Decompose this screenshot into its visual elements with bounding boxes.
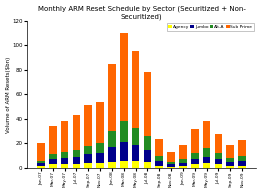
Bar [108, 64, 116, 131]
Bar [37, 166, 45, 168]
Bar [191, 129, 199, 153]
Bar [49, 126, 57, 154]
Bar [203, 121, 210, 148]
Bar [144, 72, 151, 136]
Bar [203, 148, 210, 157]
Bar [179, 166, 187, 168]
Bar [238, 140, 246, 156]
Bar [167, 164, 175, 167]
Bar [108, 131, 116, 147]
Bar [49, 164, 57, 168]
Bar [108, 162, 116, 168]
Bar [238, 161, 246, 166]
Bar [226, 158, 234, 162]
Bar [167, 167, 175, 168]
Bar [179, 163, 187, 166]
Bar [73, 150, 80, 157]
Bar [96, 163, 104, 168]
Bar [120, 161, 128, 168]
Bar [144, 162, 151, 168]
Bar [191, 159, 199, 164]
Bar [37, 161, 45, 163]
Bar [167, 162, 175, 164]
Bar [37, 163, 45, 166]
Bar [155, 161, 163, 166]
Bar [84, 163, 92, 168]
Bar [84, 105, 92, 146]
Bar [191, 164, 199, 168]
Bar [120, 33, 128, 121]
Bar [215, 164, 222, 168]
Bar [73, 164, 80, 168]
Bar [84, 154, 92, 163]
Bar [215, 159, 222, 164]
Bar [61, 121, 68, 152]
Bar [132, 145, 139, 161]
Bar [144, 136, 151, 150]
Bar [61, 158, 68, 164]
Bar [215, 153, 222, 159]
Bar [238, 156, 246, 161]
Bar [226, 166, 234, 168]
Bar [84, 146, 92, 154]
Bar [49, 159, 57, 164]
Bar [73, 115, 80, 150]
Bar [203, 163, 210, 168]
Bar [155, 139, 163, 156]
Bar [96, 143, 104, 153]
Bar [203, 157, 210, 163]
Bar [132, 128, 139, 145]
Title: Monthly ARM Reset Schedule by Sector (Securitized + Non-
Securitized): Monthly ARM Reset Schedule by Sector (Se… [37, 6, 245, 19]
Bar [120, 121, 128, 142]
Bar [226, 162, 234, 166]
Bar [238, 166, 246, 168]
Bar [226, 145, 234, 158]
Bar [96, 102, 104, 143]
Legend: Agency, Jumbo, Alt-A, Sub Prime: Agency, Jumbo, Alt-A, Sub Prime [167, 23, 254, 31]
Bar [37, 143, 45, 161]
Bar [49, 154, 57, 159]
Y-axis label: Volume of ARM Resets($bn): Volume of ARM Resets($bn) [6, 56, 10, 133]
Bar [73, 157, 80, 164]
Bar [144, 150, 151, 162]
Bar [167, 152, 175, 162]
Bar [108, 147, 116, 162]
Bar [61, 164, 68, 168]
Bar [96, 153, 104, 163]
Bar [179, 145, 187, 159]
Bar [155, 166, 163, 168]
Bar [132, 161, 139, 168]
Bar [179, 159, 187, 163]
Bar [191, 153, 199, 159]
Bar [215, 134, 222, 153]
Bar [61, 152, 68, 158]
Bar [132, 52, 139, 128]
Bar [120, 142, 128, 161]
Bar [155, 156, 163, 161]
